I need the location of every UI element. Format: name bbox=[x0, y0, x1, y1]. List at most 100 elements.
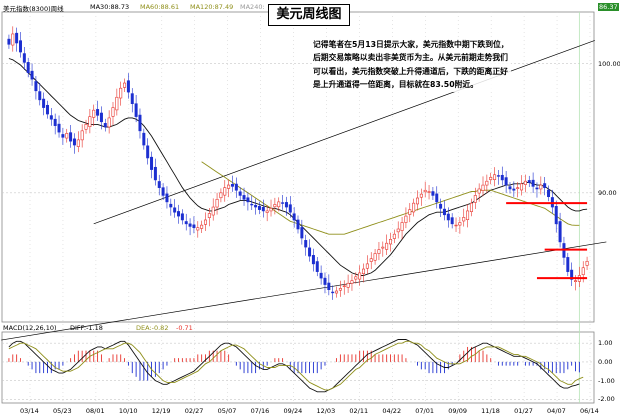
candle-body bbox=[419, 193, 423, 198]
candle-body bbox=[342, 285, 346, 287]
macd-dea-line bbox=[8, 340, 584, 391]
candle-body bbox=[277, 201, 281, 208]
candle-body bbox=[284, 202, 288, 208]
candle-body bbox=[34, 81, 38, 92]
candle-body bbox=[365, 263, 369, 269]
candle-body bbox=[69, 132, 73, 142]
x-tick-label: 01/27 bbox=[514, 407, 533, 415]
candle-body bbox=[196, 227, 200, 231]
candle-body bbox=[261, 207, 265, 212]
x-tick-label: 06/14 bbox=[580, 407, 599, 415]
candle-body bbox=[581, 267, 585, 276]
candle-body bbox=[234, 183, 238, 191]
candle-body bbox=[150, 156, 154, 170]
candle-body bbox=[315, 261, 319, 272]
candle-body bbox=[88, 116, 92, 127]
candle-body bbox=[99, 112, 103, 123]
candle-body bbox=[281, 202, 285, 204]
price-tick-label: 100.00 bbox=[598, 59, 620, 68]
x-tick-label: 02/11 bbox=[349, 407, 369, 415]
x-tick-label: 12/03 bbox=[316, 407, 336, 415]
candle-body bbox=[454, 224, 458, 227]
lower-channel-line bbox=[1, 241, 607, 341]
candle-body bbox=[115, 96, 119, 111]
x-tick-label: 04/22 bbox=[382, 407, 402, 415]
candle-body bbox=[157, 181, 161, 188]
candle-body bbox=[254, 204, 258, 208]
candle-body bbox=[103, 123, 107, 128]
candle-body bbox=[230, 184, 234, 187]
candle-body bbox=[308, 247, 312, 257]
ma120-label: MA120:87.49 bbox=[190, 3, 234, 11]
candle-body bbox=[111, 107, 115, 117]
candle-body bbox=[570, 269, 574, 280]
candle-body bbox=[188, 223, 192, 227]
ma240-label: MA240: bbox=[240, 3, 265, 11]
x-tick-label: 10/10 bbox=[118, 407, 138, 415]
candle-body bbox=[180, 213, 184, 221]
candle-body bbox=[489, 177, 493, 180]
candle-body bbox=[165, 193, 169, 203]
candle-body bbox=[207, 213, 211, 218]
candle-body bbox=[57, 123, 61, 133]
candle-body bbox=[446, 213, 450, 221]
macd-diff-label: DIFF:-1.18 bbox=[70, 324, 103, 332]
candle-body bbox=[26, 62, 30, 74]
candle-body bbox=[219, 192, 223, 199]
candle-body bbox=[204, 219, 207, 225]
candle-body bbox=[373, 253, 377, 261]
candle-body bbox=[192, 224, 196, 229]
candle-body bbox=[512, 188, 516, 191]
candle-body bbox=[404, 215, 408, 223]
candle-body bbox=[134, 103, 138, 117]
x-tick-label: 05/07 bbox=[217, 407, 237, 415]
candle-body bbox=[177, 211, 181, 217]
candle-body bbox=[250, 203, 254, 206]
symbol-label: 美元指数(8300)周线 bbox=[3, 5, 64, 13]
candle-body bbox=[65, 133, 69, 139]
macd-label: MACD(12,26,10) bbox=[3, 324, 57, 332]
candle-body bbox=[223, 187, 227, 196]
macd-tick-label: 1.00 bbox=[598, 339, 613, 348]
candle-body bbox=[473, 195, 477, 203]
candle-body bbox=[335, 290, 339, 294]
candle-body bbox=[288, 204, 292, 213]
candle-body bbox=[61, 134, 65, 138]
candle-body bbox=[7, 38, 11, 45]
candle-body bbox=[296, 219, 300, 230]
candle-body bbox=[107, 117, 111, 128]
candle-body bbox=[354, 276, 358, 280]
candle-body bbox=[153, 166, 157, 181]
macd-dea-label: DEA:-0.82 bbox=[136, 324, 169, 332]
candle-body bbox=[169, 203, 173, 208]
ma30-label: MA30:88.73 bbox=[90, 3, 130, 11]
candle-body bbox=[531, 179, 535, 187]
candle-body bbox=[566, 257, 570, 272]
candle-body bbox=[504, 177, 508, 186]
candle-body bbox=[535, 187, 539, 190]
candle-body bbox=[161, 187, 165, 196]
candle-body bbox=[257, 205, 261, 210]
candle-body bbox=[554, 205, 558, 225]
candle-body bbox=[311, 255, 315, 265]
candle-body bbox=[292, 213, 296, 221]
candle-body bbox=[126, 80, 130, 93]
candle-body bbox=[358, 272, 362, 280]
candle-body bbox=[130, 93, 134, 105]
candle-body bbox=[462, 217, 466, 222]
macd-tick-label: 0.00 bbox=[598, 357, 613, 366]
candle-body bbox=[146, 145, 150, 159]
candle-body bbox=[49, 115, 53, 120]
candle-body bbox=[427, 191, 431, 193]
candle-body bbox=[547, 189, 551, 198]
candle-body bbox=[45, 104, 49, 115]
candle-body bbox=[15, 32, 19, 44]
candle-body bbox=[200, 224, 204, 229]
candle-body bbox=[539, 184, 543, 190]
candle-body bbox=[389, 239, 392, 245]
x-tick-label: 07/16 bbox=[250, 407, 270, 415]
candle-body bbox=[385, 242, 389, 250]
candle-body bbox=[338, 288, 342, 291]
candle-body bbox=[96, 109, 100, 116]
candle-body bbox=[273, 204, 277, 208]
